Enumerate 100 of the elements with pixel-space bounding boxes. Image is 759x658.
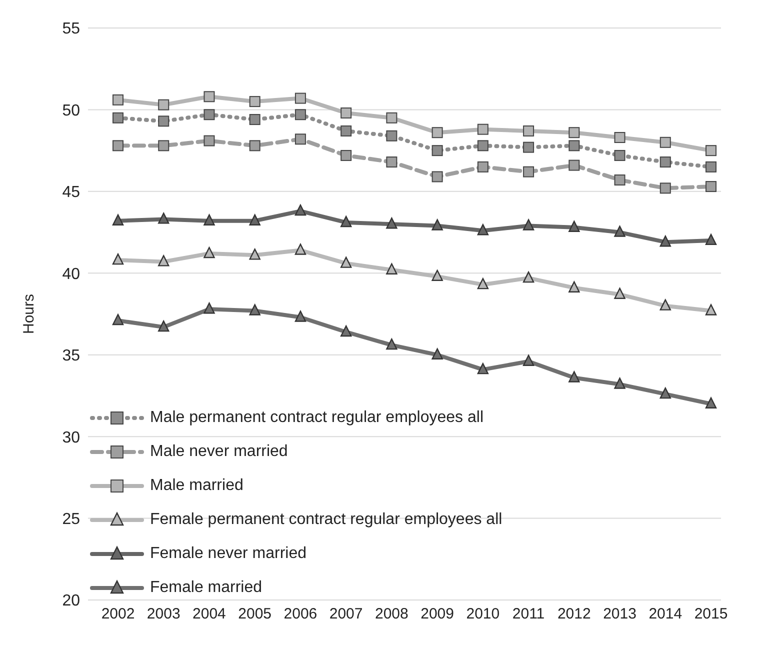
point [294,204,306,216]
y-tick-label: 20 [62,592,80,610]
point [523,166,534,178]
point [158,320,170,332]
point [204,135,215,146]
point [158,99,170,110]
point [204,302,215,314]
legend-label: Male permanent contract regular employees all [150,409,484,427]
y-tick-label: 30 [62,429,80,446]
point [706,145,716,156]
x-tick-label: 2013 [603,606,636,623]
point [204,91,215,102]
y-tick-label: 55 [62,20,80,38]
point [477,362,489,374]
point [112,94,124,106]
y-tick-label: 45 [62,184,80,202]
point [660,235,671,247]
point [568,371,580,382]
point [249,304,260,316]
x-tick-label: 2009 [420,606,454,623]
point [522,354,534,366]
point [568,281,580,292]
point [386,156,398,168]
legend-label: Female married [150,579,262,597]
point [249,248,260,260]
point [294,109,306,120]
point [432,127,443,138]
y-tick-label: 25 [62,510,80,528]
point [706,161,716,172]
point [249,96,260,108]
point [477,140,488,152]
point [112,253,124,265]
x-tick-label: 2012 [557,606,591,623]
point [523,142,534,153]
x-tick-label: 2003 [146,606,180,623]
point [477,278,489,290]
point [477,224,489,236]
point [614,378,626,389]
x-tick-label: 2007 [329,606,363,623]
point [386,112,398,124]
legend-label: Female permanent contract regular employees all [150,511,502,529]
point [340,216,352,228]
x-tick-label: 2005 [238,606,272,623]
point [294,92,306,104]
point [568,127,580,138]
point [614,288,626,299]
point [204,246,215,258]
point [158,255,170,266]
point [294,244,306,255]
point [432,171,443,182]
y-tick-label: 50 [62,102,80,120]
point [340,107,352,118]
x-tick-label: 2008 [375,606,408,623]
point [523,125,534,136]
point [614,150,626,161]
point [204,109,215,120]
point [340,256,352,268]
point [568,220,580,232]
point [660,299,671,310]
y-tick-label: 35 [62,348,80,365]
point [432,219,443,230]
point [249,214,260,226]
point [660,156,671,168]
point [340,150,352,161]
point [568,140,580,152]
point [705,234,717,246]
point [340,325,352,337]
point [386,130,398,142]
x-tick-label: 2002 [101,606,135,623]
point [249,114,260,126]
point [660,136,671,148]
point [249,140,260,152]
point [386,218,398,229]
point [158,116,170,127]
point [660,387,671,399]
point [340,125,352,136]
legend-label: Male married [150,477,244,495]
point [705,304,717,316]
point [386,263,398,274]
x-tick-label: 2010 [466,606,500,623]
point [112,214,124,226]
legend-label: Male never married [150,443,288,461]
point [477,124,488,135]
point [522,271,534,283]
point [294,310,306,322]
point [112,140,124,152]
point [158,140,170,152]
point [706,181,716,192]
point [660,182,671,194]
x-tick-label: 2004 [192,606,226,623]
point [477,161,488,172]
point [522,219,534,230]
point [705,397,717,408]
point [386,338,398,350]
y-tick-label: 40 [62,266,80,283]
point [614,174,626,186]
point [112,314,124,326]
point [158,212,170,224]
point [294,134,306,145]
point [614,132,626,143]
